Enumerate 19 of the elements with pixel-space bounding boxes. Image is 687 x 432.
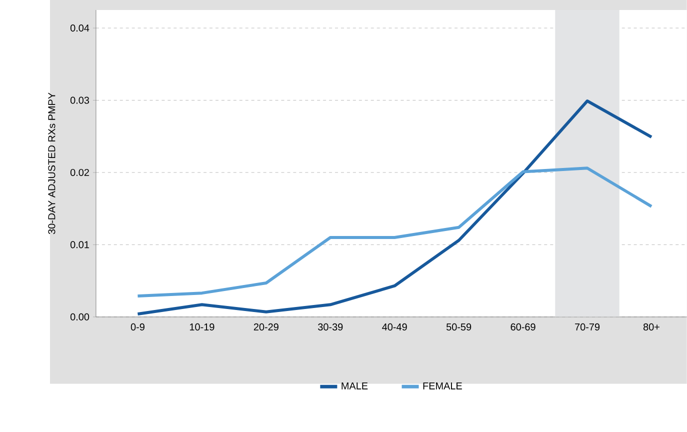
y-tick-label: 0.02 [70, 169, 89, 176]
x-tick-label: 10-19 [190, 323, 214, 331]
x-tick-label: 70-79 [575, 323, 600, 331]
y-tick-label: 0.00 [70, 313, 90, 320]
legend-label: MALE [342, 382, 368, 390]
x-tick-label: 80+ [643, 323, 660, 331]
x-tick-label: 30-39 [318, 323, 343, 331]
y-tick-label: 0.04 [70, 24, 90, 32]
x-tick-label: 60-69 [510, 323, 536, 331]
legend-label: FEMALE [423, 382, 462, 390]
x-tick-label: 50-59 [446, 323, 472, 331]
y-tick-label: 0.01 [70, 241, 89, 248]
line-series [136, 166, 653, 298]
y-axis-title: 30-DAY ADJUSTED RXs PMPY [48, 92, 56, 234]
x-tick-label: 0-9 [130, 323, 144, 331]
line-series [136, 100, 653, 316]
x-tick-label: 20-29 [254, 323, 278, 331]
y-tick-label: 0.03 [70, 96, 90, 104]
x-tick-label: 40-49 [382, 323, 407, 331]
